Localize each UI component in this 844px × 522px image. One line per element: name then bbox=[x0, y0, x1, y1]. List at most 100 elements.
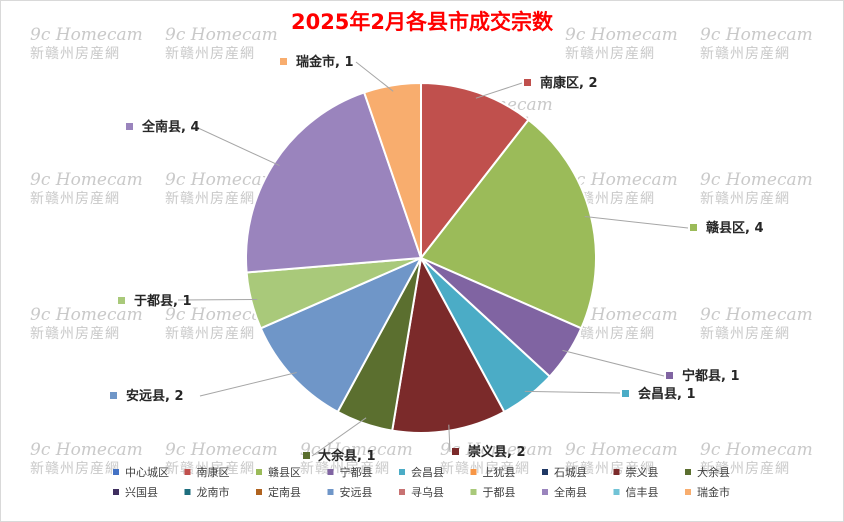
legend-swatch bbox=[470, 469, 477, 475]
legend-label: 上犹县 bbox=[483, 466, 516, 479]
legend-label: 信丰县 bbox=[626, 486, 659, 499]
legend-item: 赣县区 bbox=[256, 465, 301, 479]
data-label: 赣县区, 4 bbox=[706, 220, 764, 236]
watermark-cn: 新赣州房産網 bbox=[700, 326, 790, 342]
legend-swatch bbox=[256, 489, 262, 495]
legend-label: 寻乌县 bbox=[411, 485, 444, 499]
label-marker bbox=[110, 392, 117, 399]
data-labels: 南康区, 2 赣县区, 4 宁都县, 1 会昌县, 1 崇义县, 2 大余县, 1 安远县,… bbox=[110, 54, 764, 464]
watermark-en: 9c Homecam bbox=[165, 440, 278, 460]
legend-item: 定南县 bbox=[256, 485, 301, 499]
data-label: 安远县, 2 bbox=[126, 388, 184, 404]
legend-label: 兴国县 bbox=[125, 486, 158, 499]
leader-line bbox=[311, 417, 367, 457]
legend-item: 大余县 bbox=[685, 465, 730, 479]
watermark-cn: 新赣州房産網 bbox=[30, 326, 120, 342]
leader-line bbox=[195, 126, 280, 167]
legend-item: 南康区 bbox=[184, 465, 230, 479]
data-label: 宁都县, 1 bbox=[682, 368, 740, 384]
data-label: 全南县, 4 bbox=[141, 119, 200, 135]
legend-swatch bbox=[685, 469, 691, 475]
legend-swatch bbox=[542, 489, 548, 495]
pie-slices bbox=[245, 81, 597, 434]
legend-item: 瑞金市 bbox=[685, 485, 730, 499]
data-label: 会昌县, 1 bbox=[638, 386, 696, 402]
data-label: 崇义县, 2 bbox=[468, 444, 526, 460]
legend-label: 会昌县 bbox=[411, 466, 444, 479]
label-marker bbox=[280, 58, 287, 65]
watermark-en: 9c Homecam bbox=[30, 440, 143, 460]
label-marker bbox=[452, 448, 459, 455]
legend-label: 瑞金市 bbox=[697, 485, 730, 499]
legend-swatch bbox=[113, 469, 119, 475]
legend-item: 龙南市 bbox=[184, 485, 230, 499]
leader-line bbox=[584, 216, 689, 229]
legend-swatch bbox=[399, 469, 405, 475]
watermark-cn: 新赣州房産網 bbox=[440, 461, 530, 477]
legend-swatch bbox=[113, 489, 119, 495]
legend-item: 兴国县 bbox=[113, 486, 158, 499]
legend-label: 安远县 bbox=[340, 485, 373, 499]
leader-lines bbox=[177, 61, 689, 457]
legend-item: 崇义县 bbox=[613, 466, 659, 479]
label-marker bbox=[118, 297, 125, 304]
pie-slice-安远县 bbox=[259, 255, 424, 414]
label-marker bbox=[666, 372, 673, 379]
watermark-cn: 新赣州房産網 bbox=[30, 46, 120, 62]
legend-item: 信丰县 bbox=[613, 486, 659, 499]
legend-label: 石城县 bbox=[554, 466, 587, 479]
watermark-en: 9c Homecam bbox=[30, 170, 143, 190]
legend-swatch bbox=[542, 469, 548, 475]
legend-swatch bbox=[399, 489, 405, 495]
data-label: 瑞金市, 1 bbox=[296, 54, 354, 70]
pie-slice-崇义县 bbox=[391, 254, 506, 434]
watermark-cn: 新赣州房産網 bbox=[565, 461, 655, 477]
label-marker bbox=[303, 452, 310, 459]
label-marker bbox=[690, 224, 697, 231]
watermark-cn: 新赣州房産網 bbox=[700, 461, 790, 477]
data-label: 南康区, 2 bbox=[540, 75, 598, 91]
leader-line bbox=[524, 390, 621, 394]
legend-swatch bbox=[685, 489, 691, 495]
watermark-en: 9c Homecam bbox=[700, 25, 813, 45]
pie-slice-瑞金市 bbox=[362, 81, 422, 259]
watermark-cn: 新赣州房産網 bbox=[565, 46, 655, 62]
legend-item: 上犹县 bbox=[470, 466, 516, 479]
legend-swatch bbox=[184, 489, 191, 495]
legend-label: 于都县 bbox=[483, 486, 516, 499]
label-marker bbox=[524, 79, 531, 86]
legend-item: 会昌县 bbox=[399, 466, 444, 479]
watermark-cn: 新赣州房産網 bbox=[30, 191, 120, 207]
label-marker bbox=[126, 123, 133, 130]
watermark-cn: 新赣州房産網 bbox=[165, 326, 255, 342]
legend-item: 全南县 bbox=[542, 485, 587, 499]
legend-label: 崇义县 bbox=[626, 466, 659, 479]
watermark-en: 9c Homecam bbox=[700, 170, 813, 190]
leader-line bbox=[562, 349, 665, 377]
watermark-en: 9c Homecam bbox=[165, 25, 278, 45]
watermark-en: 9c Homecam bbox=[565, 25, 678, 45]
legend-item: 中心城区 bbox=[113, 466, 169, 479]
legend-label: 定南县 bbox=[268, 485, 301, 499]
legend-label: 龙南市 bbox=[197, 485, 230, 499]
leader-line bbox=[355, 61, 394, 92]
legend-label: 南康区 bbox=[197, 465, 230, 479]
watermark-cn: 新赣州房産網 bbox=[165, 46, 255, 62]
legend-label: 全南县 bbox=[554, 485, 587, 499]
legend-label: 宁都县 bbox=[340, 465, 373, 479]
legend-swatch bbox=[613, 489, 620, 495]
